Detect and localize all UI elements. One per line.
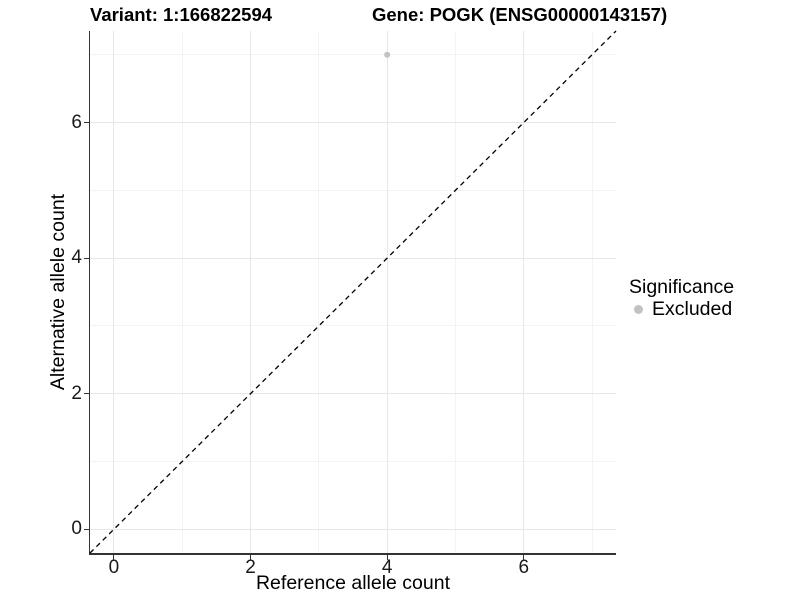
x-minor-gridline (591, 31, 593, 553)
legend-item-excluded: Excluded (629, 298, 734, 320)
y-tick-mark (83, 393, 89, 395)
y-axis-line (88, 31, 90, 555)
y-tick-label: 6 (71, 111, 82, 133)
x-minor-gridline (318, 31, 320, 553)
x-tick-mark (523, 554, 525, 560)
y-tick-mark (83, 528, 89, 530)
x-major-gridline (113, 31, 115, 553)
y-major-gridline (90, 393, 616, 395)
y-tick-label: 0 (71, 518, 82, 540)
legend-title: Significance (629, 276, 735, 298)
y-minor-gridline (90, 189, 616, 191)
y-tick-mark (83, 122, 89, 124)
x-tick-label: 2 (245, 557, 256, 578)
y-major-gridline (90, 257, 616, 259)
x-major-gridline (386, 31, 388, 553)
legend-item-label: Excluded (652, 298, 733, 320)
plot-panel (90, 31, 616, 553)
significance-legend: Significance Excluded (629, 276, 734, 320)
x-tick-label: 6 (518, 557, 530, 578)
plot-title-gene: Gene: POGK (ENSG00000143157) (372, 4, 668, 25)
x-tick-mark (113, 554, 115, 560)
y-minor-gridline (90, 54, 616, 56)
y-tick-label: 4 (71, 247, 82, 269)
x-major-gridline (250, 31, 252, 553)
x-minor-gridline (181, 31, 183, 553)
legend-key-dot-icon (634, 305, 643, 314)
y-minor-gridline (90, 325, 616, 327)
y-major-gridline (90, 122, 616, 124)
y-tick-label: 2 (71, 382, 82, 404)
x-major-gridline (523, 31, 525, 553)
x-axis-title: Reference allele count (255, 572, 451, 594)
y-tick-mark (83, 257, 89, 259)
x-tick-label: 4 (381, 557, 393, 578)
plot-title-variant: Variant: 1:166822594 (90, 4, 273, 25)
y-axis-title: Alternative allele count (47, 193, 69, 391)
x-tick-label: 0 (108, 557, 120, 578)
y-major-gridline (90, 528, 616, 530)
y-minor-gridline (90, 460, 616, 462)
x-tick-mark (250, 554, 252, 560)
x-tick-mark (386, 554, 388, 560)
x-axis-line (88, 553, 616, 555)
x-minor-gridline (454, 31, 456, 553)
